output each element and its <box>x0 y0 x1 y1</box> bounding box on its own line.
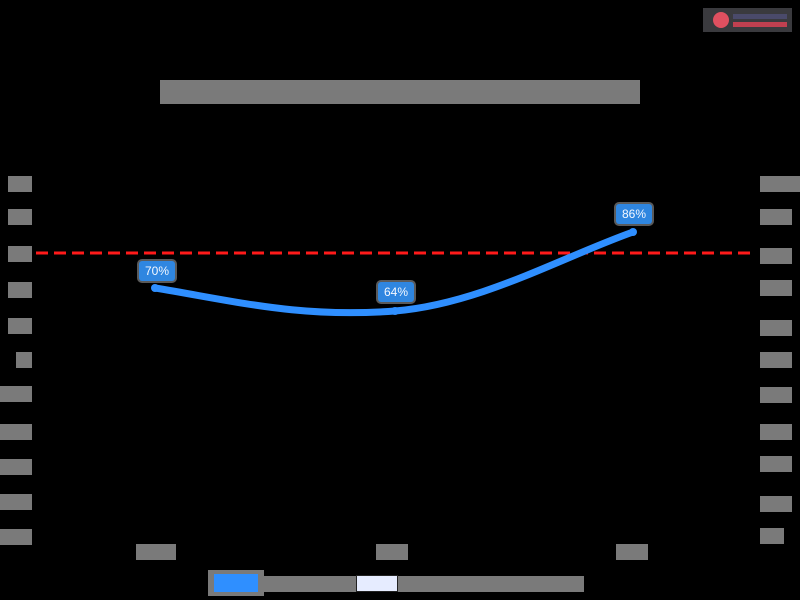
data-point[interactable] <box>151 284 159 292</box>
y-tick-right <box>760 528 784 544</box>
logo-circle-icon <box>713 12 729 28</box>
y-tick-right <box>760 456 792 472</box>
y-tick-left <box>8 282 32 298</box>
y-tick-right <box>760 248 792 264</box>
y-tick-left <box>8 176 32 192</box>
logo <box>703 8 792 32</box>
chart-title <box>160 80 640 104</box>
x-tick <box>376 544 408 560</box>
y-tick-right <box>760 320 792 336</box>
y-tick-left <box>0 529 32 545</box>
y-tick-left <box>0 459 32 475</box>
legend-item-series[interactable] <box>208 570 264 596</box>
y-tick-left <box>0 386 32 402</box>
data-point[interactable] <box>629 228 637 236</box>
x-tick <box>616 544 648 560</box>
data-label: 70% <box>139 261 176 281</box>
y-tick-left <box>0 494 32 510</box>
y-tick-left <box>16 352 32 368</box>
logo-text-top <box>733 14 787 19</box>
y-tick-right <box>760 176 800 192</box>
y-tick-right <box>760 352 792 368</box>
y-tick-right <box>760 280 792 296</box>
y-tick-left <box>8 246 32 262</box>
legend <box>208 570 584 596</box>
y-tick-right <box>760 387 792 403</box>
x-tick <box>136 544 176 560</box>
y-tick-left <box>0 424 32 440</box>
y-tick-right <box>760 496 792 512</box>
legend-text-redacted <box>264 576 584 592</box>
y-tick-left <box>8 209 32 225</box>
y-tick-left <box>8 318 32 334</box>
y-tick-right <box>760 209 792 225</box>
data-point[interactable] <box>391 307 399 315</box>
y-tick-right <box>760 424 792 440</box>
logo-text-bottom <box>733 22 787 27</box>
data-label: 86% <box>616 204 653 224</box>
data-label: 64% <box>378 282 415 302</box>
legend-swatch-icon[interactable] <box>356 575 398 592</box>
legend-swatch-icon <box>214 574 258 592</box>
